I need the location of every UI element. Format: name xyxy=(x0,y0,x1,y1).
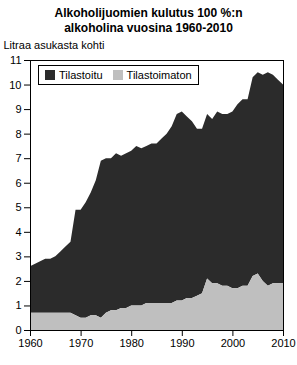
svg-text:1970: 1970 xyxy=(69,337,93,349)
svg-text:1: 1 xyxy=(15,299,21,311)
svg-text:4: 4 xyxy=(15,226,21,238)
svg-text:1980: 1980 xyxy=(119,337,143,349)
html-text:Tilastoimaton: Tilastoimaton xyxy=(126,69,192,81)
svg-text:9: 9 xyxy=(15,103,21,115)
svg-text:7: 7 xyxy=(15,152,21,164)
svg-text:2010: 2010 xyxy=(271,337,295,349)
svg-text:0: 0 xyxy=(15,324,21,336)
svg-text:10: 10 xyxy=(9,79,21,91)
svg-text:Litraa asukasta kohti: Litraa asukasta kohti xyxy=(4,39,105,51)
svg-text:5: 5 xyxy=(15,201,21,213)
svg-text:3: 3 xyxy=(15,250,21,262)
svg-text:6: 6 xyxy=(15,177,21,189)
html-text:Tilastoitu: Tilastoitu xyxy=(59,69,103,81)
html-text:Alkoholijuomien kulutus 100 %:: Alkoholijuomien kulutus 100 %:n alkoholi… xyxy=(54,6,243,35)
svg-text:11: 11 xyxy=(10,54,21,66)
svg-text:2: 2 xyxy=(15,275,21,287)
svg-text:1990: 1990 xyxy=(170,337,194,349)
svg-text:1960: 1960 xyxy=(18,337,42,349)
svg-text:8: 8 xyxy=(15,128,21,140)
svg-text:2000: 2000 xyxy=(221,337,245,349)
